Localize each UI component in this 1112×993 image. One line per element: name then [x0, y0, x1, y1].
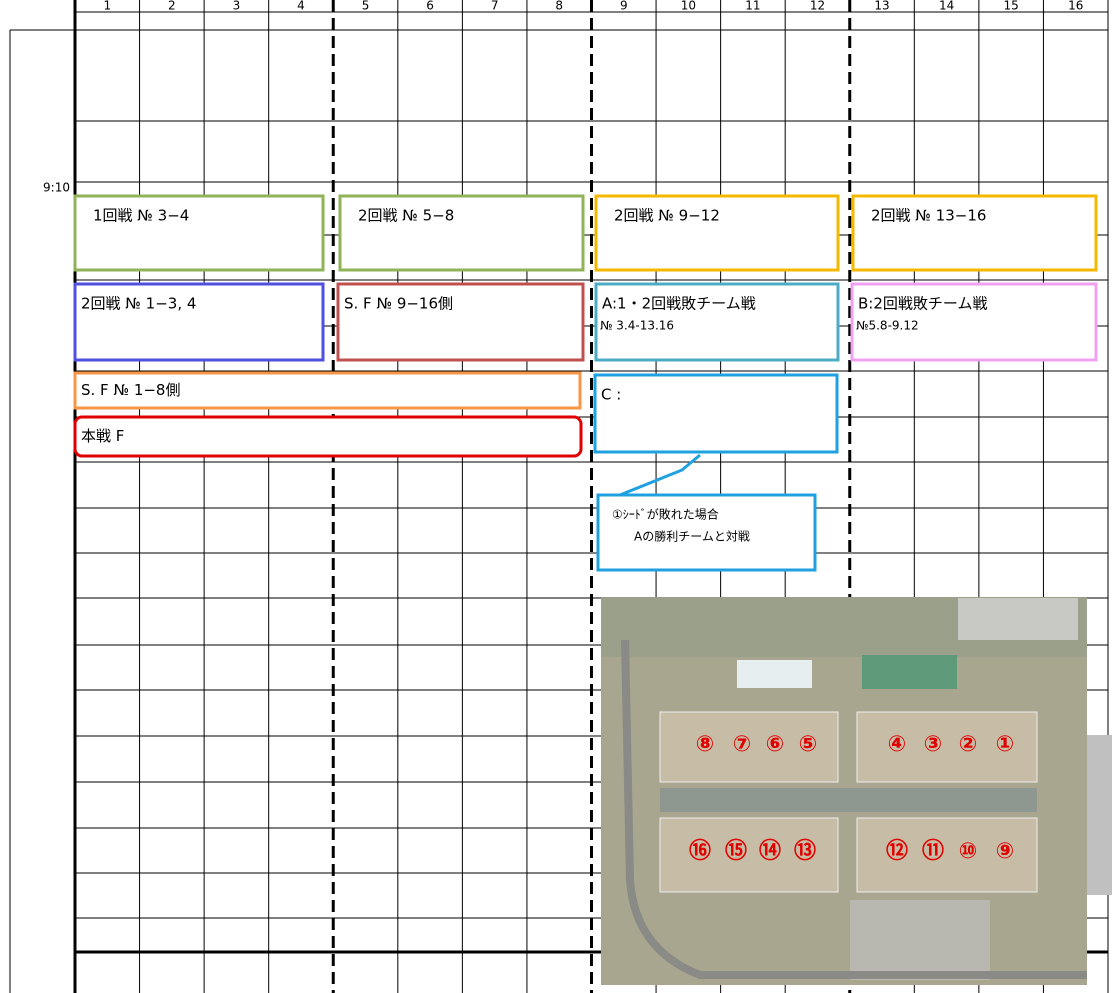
callout-text: ①ｼｰﾄﾞが敗れた場合: [612, 507, 719, 522]
column-number: 9: [620, 0, 628, 13]
column-number: 16: [1068, 0, 1083, 13]
court-number: ⑯: [689, 838, 711, 864]
photo-field: [862, 655, 957, 689]
court-number: ②: [959, 732, 978, 757]
column-number: 7: [491, 0, 499, 13]
parking: [850, 900, 990, 980]
court-number: ⑨: [996, 839, 1015, 864]
box-subtext: № 3.4-13.16: [600, 319, 674, 333]
road: [621, 639, 1087, 979]
box-title: S. F № 9−16側: [344, 295, 453, 313]
court-number: ⑤: [799, 732, 818, 757]
box-title: 2回戦 № 13−16: [871, 207, 986, 225]
court-number: ⑫: [886, 838, 908, 864]
court-number: ⑦: [733, 732, 752, 757]
column-number: 4: [297, 0, 305, 13]
schedule-box: [593, 373, 839, 454]
callout: ①ｼｰﾄﾞが敗れた場合 Aの勝利チームと対戦: [596, 453, 817, 572]
boxes: 1回戦 № 3−4 2回戦 № 5−8 2回戦 № 9−12 2回戦 № 13−16 2…: [73, 194, 1098, 458]
column-number: 10: [681, 0, 696, 13]
schedule-box: [850, 282, 1098, 362]
schedule-box: [338, 194, 585, 272]
court-number: ⑮: [725, 838, 747, 864]
schedule-box: [73, 194, 325, 272]
box-title: 1回戦 № 3−4: [93, 207, 189, 225]
court-number: ⑧: [696, 732, 715, 757]
box-title: S. F № 1−8側: [81, 381, 180, 399]
column-number: 3: [233, 0, 241, 13]
aerial-photo: ⑧ ⑦ ⑥ ⑤ ④ ③ ② ① ⑯ ⑮ ⑭ ⑬ ⑫ ⑪ ⑩ ⑨: [601, 597, 1112, 985]
court-block: [659, 711, 839, 783]
column-number: 13: [874, 0, 889, 13]
callout-pointer: [619, 453, 701, 497]
box-title: 2回戦 № 5−8: [358, 207, 454, 225]
schedule-box: [336, 282, 585, 362]
column-number: 15: [1004, 0, 1019, 13]
stands: [660, 788, 1037, 812]
column-number: 8: [555, 0, 563, 13]
column-number: 1: [103, 0, 111, 13]
callout-text: Aの勝利チームと対戦: [634, 529, 750, 544]
column-number: 14: [939, 0, 954, 13]
box-title: A:1・2回戦敗チーム戦: [602, 295, 756, 313]
column-number: 5: [362, 0, 370, 13]
schedule-box: [73, 415, 583, 458]
box-title: 2回戦 № 1−3, 4: [81, 295, 196, 313]
court-number: ⑩: [959, 839, 978, 864]
court-number: ⑭: [759, 838, 781, 864]
court-number: ⑪: [922, 838, 944, 864]
column-number: 11: [745, 0, 760, 13]
court-number: ④: [888, 732, 907, 757]
box-subtext: №5.8-9.12: [856, 319, 919, 333]
box-title: C :: [601, 386, 621, 404]
callout-box: [596, 493, 817, 572]
court-number: ⑬: [794, 838, 816, 864]
court-block: [659, 817, 839, 893]
column-number: 12: [810, 0, 825, 13]
box-title: 2回戦 № 9−12: [614, 207, 720, 225]
schedule-box: [73, 371, 582, 410]
court-number: ⑥: [766, 732, 785, 757]
time-label: 9:10: [43, 181, 70, 195]
photo-roof: [958, 598, 1078, 640]
column-number: 6: [426, 0, 434, 13]
court-number: ③: [924, 732, 943, 757]
column-number: 2: [168, 0, 176, 13]
photo-edge: [1087, 735, 1112, 895]
court-block: [856, 711, 1038, 783]
time-bg: [28, 180, 72, 196]
schedule-box: [851, 194, 1098, 272]
schedule-box: [594, 282, 840, 362]
schedule-box: [73, 282, 325, 362]
photo-building: [737, 660, 812, 688]
box-title: 本戦 F: [81, 427, 124, 445]
court-block: [856, 817, 1038, 893]
box-title: B:2回戦敗チーム戦: [858, 295, 987, 313]
court-number: ①: [996, 732, 1015, 757]
schedule-box: [594, 194, 840, 272]
